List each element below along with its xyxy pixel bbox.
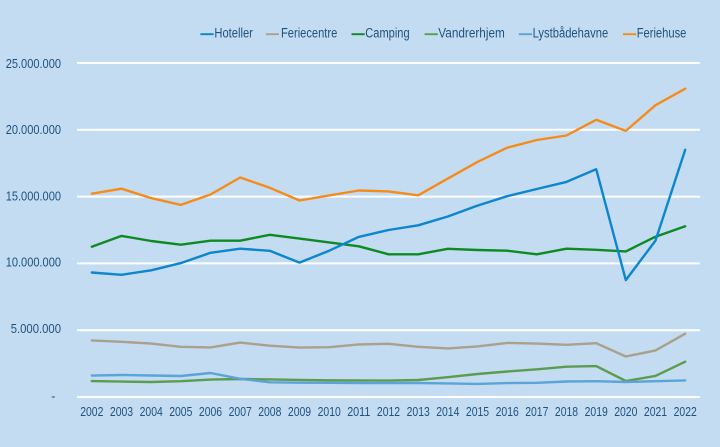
svg-text:Camping: Camping [365, 25, 409, 40]
svg-text:Hoteller: Hoteller [214, 25, 253, 40]
svg-text:2010: 2010 [318, 404, 341, 419]
svg-text:2007: 2007 [229, 404, 252, 419]
svg-text:2011: 2011 [347, 404, 370, 419]
svg-text:Vandrerhjem: Vandrerhjem [438, 25, 505, 40]
svg-text:Lystbådehavne: Lystbådehavne [533, 25, 609, 40]
svg-text:2017: 2017 [525, 404, 548, 419]
svg-text:2021: 2021 [644, 404, 667, 419]
svg-text:2022: 2022 [674, 404, 697, 419]
svg-text:2014: 2014 [436, 404, 459, 419]
svg-text:2018: 2018 [555, 404, 578, 419]
svg-text:2003: 2003 [110, 404, 133, 419]
svg-text:2009: 2009 [288, 404, 311, 419]
svg-text:Feriecentre: Feriecentre [281, 25, 337, 40]
svg-text:2016: 2016 [496, 404, 519, 419]
svg-text:2019: 2019 [585, 404, 608, 419]
svg-text:2002: 2002 [80, 404, 103, 419]
svg-text:Feriehuse: Feriehuse [637, 25, 687, 40]
svg-text:15.000.000: 15.000.000 [6, 188, 61, 203]
svg-text:2005: 2005 [169, 404, 192, 419]
svg-text:25.000.000: 25.000.000 [6, 56, 61, 71]
svg-text:10.000.000: 10.000.000 [6, 255, 61, 270]
svg-text:2012: 2012 [377, 404, 400, 419]
svg-text:2020: 2020 [614, 404, 637, 419]
svg-text:-: - [51, 389, 55, 404]
svg-text:2013: 2013 [407, 404, 430, 419]
svg-text:2008: 2008 [258, 404, 281, 419]
svg-text:5.000.000: 5.000.000 [11, 321, 61, 336]
svg-text:2006: 2006 [199, 404, 222, 419]
svg-text:2004: 2004 [140, 404, 163, 419]
svg-text:2015: 2015 [466, 404, 489, 419]
svg-text:20.000.000: 20.000.000 [6, 122, 61, 137]
